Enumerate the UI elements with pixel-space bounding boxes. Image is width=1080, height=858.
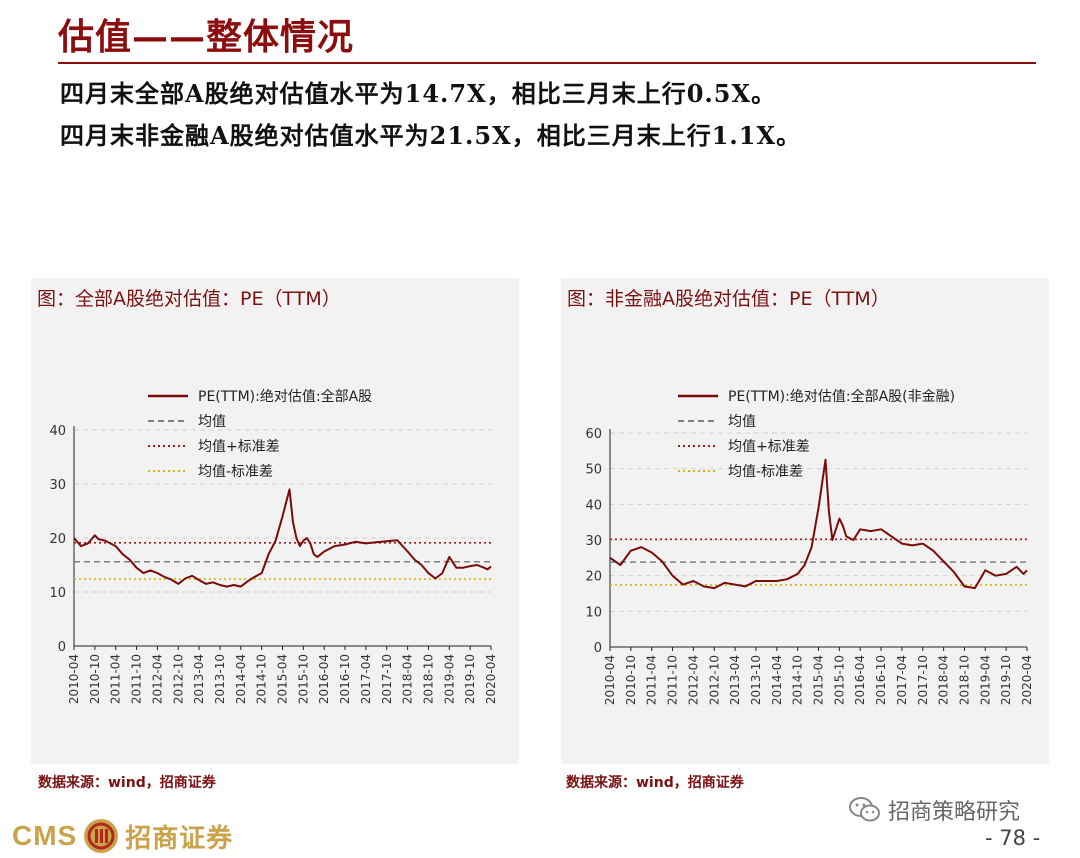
x-tick-label: 2020-04 xyxy=(1020,655,1034,705)
x-tick-label: 2012-04 xyxy=(150,654,164,704)
chart-title: 图：全部A股绝对估值：PE（TTM） xyxy=(37,288,341,310)
x-tick-label: 2011-04 xyxy=(645,655,659,705)
x-tick-label: 2018-04 xyxy=(401,654,415,704)
summary-line-all-a: 四月末全部A股绝对估值水平为14.7X，相比三月末上行0.5X。 xyxy=(60,79,777,108)
x-tick-label: 2015-10 xyxy=(832,655,846,705)
x-tick-label: 2010-10 xyxy=(88,654,102,704)
x-tick-label: 2014-10 xyxy=(255,654,269,704)
y-tick-label: 0 xyxy=(58,640,66,655)
x-tick-label: 2019-10 xyxy=(463,654,477,704)
x-tick-label: 2010-04 xyxy=(67,654,81,704)
x-tick-label: 2014-04 xyxy=(770,655,784,705)
summary-line-non-financial: 四月末非金融A股绝对估值水平为21.5X，相比三月末上行1.1X。 xyxy=(60,121,802,150)
page-title: 估值——整体情况 xyxy=(58,16,355,58)
title-divider xyxy=(58,62,1036,64)
wechat-label: 招商策略研究 xyxy=(888,800,1021,825)
y-tick-label: 50 xyxy=(585,463,602,478)
x-tick-label: 2014-10 xyxy=(791,655,805,705)
legend-label: 均值 xyxy=(728,414,756,430)
x-tick-label: 2016-10 xyxy=(874,655,888,705)
x-tick-label: 2017-10 xyxy=(916,655,930,705)
chart-non-financial-pe: 0 10 20 30 40 50 60 2010-04 2010-10 2011-04 2011-1… xyxy=(585,388,1034,705)
y-tick-label: 40 xyxy=(585,498,602,513)
x-tick-label: 2015-04 xyxy=(276,654,290,704)
x-tick-label: 2012-10 xyxy=(707,655,721,705)
legend-label: 均值 xyxy=(198,414,226,430)
x-tick-label: 2010-10 xyxy=(624,655,638,705)
x-tick-label: 2018-04 xyxy=(937,655,951,705)
y-tick-label: 30 xyxy=(585,534,602,549)
x-tick-label: 2013-10 xyxy=(749,655,763,705)
x-tick-label: 2013-04 xyxy=(728,655,742,705)
x-tick-label: 2012-10 xyxy=(171,654,185,704)
x-tick-label: 2020-04 xyxy=(484,654,498,704)
logo-cms-text: CMS xyxy=(12,820,78,851)
wechat-account[interactable]: 招商策略研究 xyxy=(848,794,1020,826)
y-tick-label: 10 xyxy=(49,586,66,601)
x-tick-label: 2011-10 xyxy=(130,654,144,704)
x-tick-label: 2018-10 xyxy=(957,655,971,705)
x-tick-label: 2015-04 xyxy=(812,655,826,705)
wechat-icon xyxy=(849,797,880,822)
y-tick-label: 0 xyxy=(594,641,602,656)
pe-series-line xyxy=(73,488,492,588)
x-tick-label: 2016-10 xyxy=(338,654,352,704)
x-tick-label: 2019-04 xyxy=(442,654,456,704)
x-tick-label: 2017-10 xyxy=(380,654,394,704)
x-tick-label: 2010-04 xyxy=(603,655,617,705)
x-tick-label: 2016-04 xyxy=(853,655,867,705)
x-tick-label: 2014-04 xyxy=(234,654,248,704)
y-tick-label: 20 xyxy=(49,532,66,547)
chart-panel-non-financial: 图：非金融A股绝对估值：PE（TTM） 0 10 20 30 40 50 60 2010-04… xyxy=(561,278,1049,764)
cms-logo: CMS 招商证券 xyxy=(12,816,233,856)
x-tick-label: 2013-10 xyxy=(213,654,227,704)
chart-title: 图：非金融A股绝对估值：PE（TTM） xyxy=(567,288,890,310)
logo-company-name: 招商证券 xyxy=(125,823,234,854)
data-source-note: 数据来源：wind，招商证券 xyxy=(566,775,744,791)
y-tick-label: 20 xyxy=(585,570,602,585)
legend-label: 均值-标准差 xyxy=(198,464,273,480)
x-tick-label: 2013-04 xyxy=(192,654,206,704)
legend-label: 均值-标准差 xyxy=(728,464,803,480)
legend-label: PE(TTM):绝对估值:全部A股 xyxy=(198,388,372,405)
cms-logo-mark-icon xyxy=(84,819,119,853)
page-number: - 78 - xyxy=(985,826,1041,850)
legend-label: PE(TTM):绝对估值:全部A股(非金融) xyxy=(728,388,955,405)
y-tick-label: 10 xyxy=(585,605,602,620)
x-tick-label: 2012-04 xyxy=(686,655,700,705)
x-tick-label: 2019-10 xyxy=(999,655,1013,705)
legend-label: 均值+标准差 xyxy=(728,439,810,455)
x-tick-label: 2015-10 xyxy=(296,654,310,704)
chart-all-a-pe: 0 10 20 30 40 2010-04 2010-10 2011-04 2011-10 201… xyxy=(49,388,498,704)
x-tick-label: 2011-04 xyxy=(109,654,123,704)
x-tick-label: 2017-04 xyxy=(895,655,909,705)
pe-series-line xyxy=(609,458,1028,590)
x-tick-label: 2017-04 xyxy=(359,654,373,704)
y-tick-label: 60 xyxy=(585,427,602,442)
x-tick-label: 2016-04 xyxy=(317,654,331,704)
x-tick-label: 2019-04 xyxy=(978,655,992,705)
y-tick-label: 30 xyxy=(49,478,66,493)
data-source-note: 数据来源：wind，招商证券 xyxy=(38,775,216,791)
x-tick-label: 2011-10 xyxy=(666,655,680,705)
x-tick-label: 2018-10 xyxy=(421,654,435,704)
y-tick-label: 40 xyxy=(49,424,66,439)
chart-panel-all-a: 图：全部A股绝对估值：PE（TTM） 0 10 20 30 40 2010-04 2010-… xyxy=(31,278,519,764)
legend-label: 均值+标准差 xyxy=(198,439,280,455)
